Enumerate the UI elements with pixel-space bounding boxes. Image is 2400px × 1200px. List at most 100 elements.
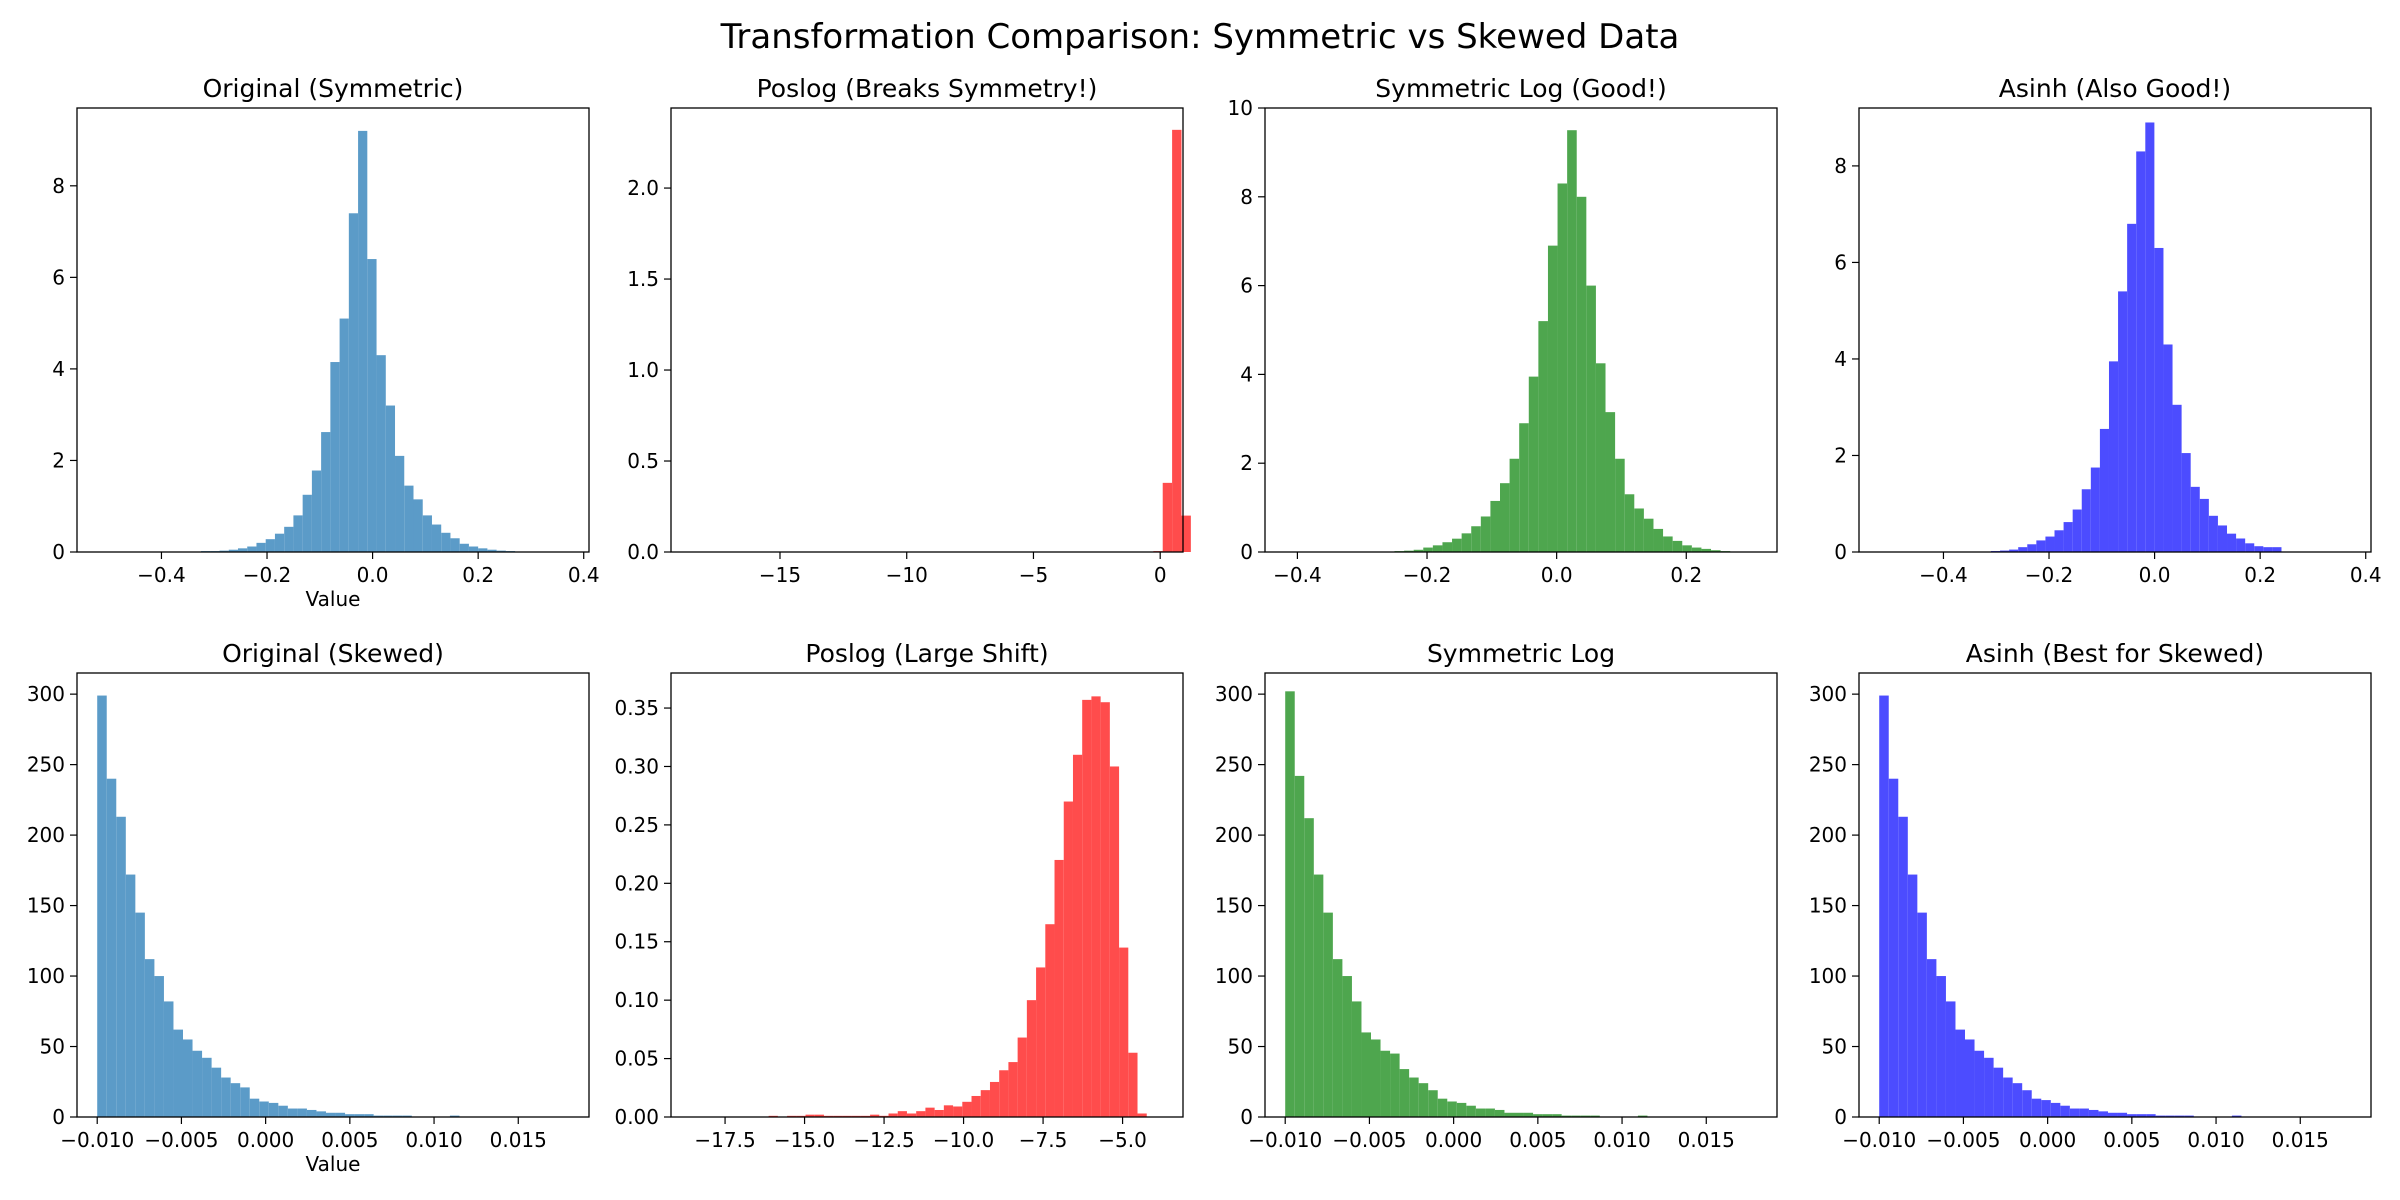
- histogram-bar: [2018, 547, 2028, 552]
- histogram-bar: [1371, 1039, 1381, 1117]
- x-tick-label: 0.010: [405, 1128, 462, 1152]
- histogram-bar: [2136, 151, 2146, 552]
- histogram-bar: [1615, 458, 1625, 552]
- histogram-bar: [1442, 542, 1453, 552]
- x-tick-label: 0.2: [462, 563, 494, 587]
- histogram-bar: [330, 362, 340, 552]
- histogram-bar: [2181, 453, 2191, 552]
- histogram-bar: [1586, 285, 1596, 552]
- histogram-bar: [2069, 1108, 2080, 1117]
- histogram-bar: [916, 1111, 926, 1117]
- histogram-bar: [1485, 1108, 1495, 1117]
- histogram-bar: [1072, 754, 1083, 1117]
- histogram-bar: [325, 1112, 336, 1117]
- histogram-bar: [487, 549, 497, 552]
- y-tick-label: 150: [27, 894, 65, 918]
- y-tick-label: 0.15: [614, 930, 659, 954]
- y-tick-label: 8: [1240, 185, 1253, 209]
- histogram-bar: [1580, 1115, 1591, 1117]
- histogram-bar: [316, 1111, 326, 1117]
- histogram-bar: [297, 1108, 307, 1117]
- x-tick-label: −0.005: [144, 1128, 218, 1152]
- histogram-bar: [2163, 344, 2173, 552]
- histogram-bar: [1523, 1112, 1534, 1117]
- histogram-bar: [1888, 778, 1899, 1117]
- y-tick-label: 0.05: [614, 1047, 659, 1071]
- histogram-bar: [450, 538, 460, 552]
- y-tick-label: 8: [52, 174, 65, 198]
- histogram-bar: [1480, 516, 1491, 552]
- x-axis-label: Value: [306, 1152, 361, 1176]
- y-tick-label: 50: [40, 1035, 65, 1059]
- histogram-bar: [2041, 1100, 2051, 1117]
- axes-frame: [1264, 672, 1778, 1118]
- histogram-bar: [1351, 1001, 1362, 1117]
- histogram-bar: [1026, 1000, 1037, 1117]
- y-tick-label: 100: [1809, 964, 1847, 988]
- histogram-bar: [1701, 548, 1712, 552]
- histogram-bar: [395, 455, 405, 552]
- histogram-bar: [240, 1087, 250, 1117]
- x-tick-label: 0.005: [1509, 1128, 1566, 1152]
- histogram-bar: [1557, 183, 1568, 553]
- histogram-bar: [2245, 543, 2255, 552]
- histogram-bar: [274, 533, 285, 552]
- histogram-bar: [249, 1098, 260, 1117]
- histogram-bar: [980, 1090, 990, 1117]
- histogram-bar: [2000, 550, 2010, 552]
- histogram-bar: [2036, 540, 2046, 552]
- y-tick-label: 2: [52, 448, 65, 472]
- histogram-bar: [2072, 509, 2082, 552]
- histogram-bar: [1119, 947, 1129, 1117]
- histogram-bar: [1413, 549, 1424, 552]
- histogram-bar: [2154, 247, 2164, 552]
- x-tick-label: −0.010: [60, 1128, 134, 1152]
- chart-title: Symmetric Log (Good!): [1375, 74, 1666, 103]
- histogram-bar: [2208, 515, 2218, 552]
- histogram-bar: [1879, 695, 1889, 1117]
- histogram-bar: [1054, 859, 1064, 1117]
- y-tick-label: 0: [52, 1105, 65, 1129]
- histogram-bar: [2063, 522, 2073, 552]
- histogram-bar: [1552, 1114, 1562, 1117]
- x-tick-label: 0: [1154, 563, 1167, 587]
- panels: −0.4 −0.2 0.0 0.2 0.4 0 2 4 6 8 Original (Symmetri…: [27, 74, 2382, 1176]
- histogram-bar: [302, 494, 312, 552]
- histogram-bar: [237, 548, 248, 552]
- x-tick-label: 0.4: [2350, 563, 2382, 587]
- histogram-bar: [1494, 1109, 1505, 1117]
- histogram-bar: [1323, 912, 1333, 1117]
- histogram-bar: [2127, 223, 2137, 552]
- histogram-bar: [287, 1108, 298, 1117]
- y-tick-label: 2: [1834, 443, 1847, 467]
- histogram-bar: [339, 318, 349, 552]
- histogram-bar: [230, 1083, 241, 1117]
- histogram-bar: [2108, 361, 2119, 552]
- histogram-bar: [925, 1107, 935, 1117]
- histogram-bar: [2227, 533, 2237, 552]
- histogram-bar: [449, 1115, 460, 1117]
- histogram-bar: [2190, 486, 2200, 552]
- chart-title: Poslog (Large Shift): [805, 639, 1048, 668]
- histogram-bar: [2098, 1111, 2108, 1117]
- chart-title: Asinh (Best for Skewed): [1966, 639, 2264, 668]
- x-tick-label: −12.5: [853, 1128, 914, 1152]
- histogram-bar: [192, 1050, 203, 1117]
- histogram-bar: [2088, 1109, 2099, 1117]
- histogram-bar: [1285, 691, 1295, 1117]
- histogram-bar: [1571, 1115, 1581, 1117]
- y-tick-label: 100: [27, 964, 65, 988]
- histogram-bar: [1653, 528, 1664, 552]
- histogram-bar: [2263, 547, 2273, 552]
- histogram-bar: [1519, 423, 1529, 552]
- histogram-bar: [906, 1113, 917, 1117]
- x-tick-label: −15: [759, 563, 801, 587]
- x-tick-label: −0.005: [1926, 1128, 2000, 1152]
- histogram-bar: [1590, 1115, 1600, 1117]
- histogram-bar: [1898, 816, 1908, 1117]
- histogram-bar: [1091, 696, 1101, 1117]
- y-tick-label: 300: [1215, 682, 1253, 706]
- histogram-bar: [1471, 526, 1481, 552]
- chart-title: Symmetric Log: [1427, 639, 1615, 668]
- histogram-bar: [1945, 1001, 1956, 1117]
